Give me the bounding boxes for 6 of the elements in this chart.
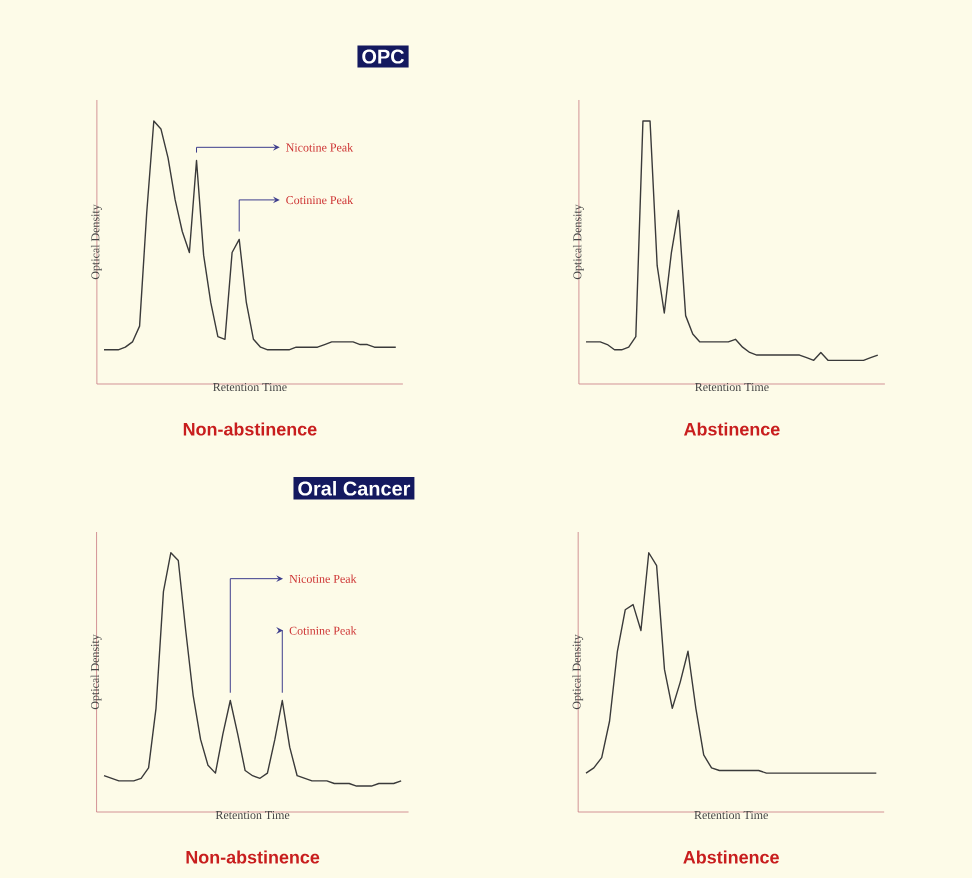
text: Non-abstinence [183, 422, 317, 436]
text: Abstinence [683, 850, 779, 864]
chart-title: OPC [362, 49, 405, 64]
chart-title: Oral Cancer [298, 480, 411, 496]
text: Non-abstinence [186, 850, 320, 864]
text: Abstinence [684, 422, 780, 436]
